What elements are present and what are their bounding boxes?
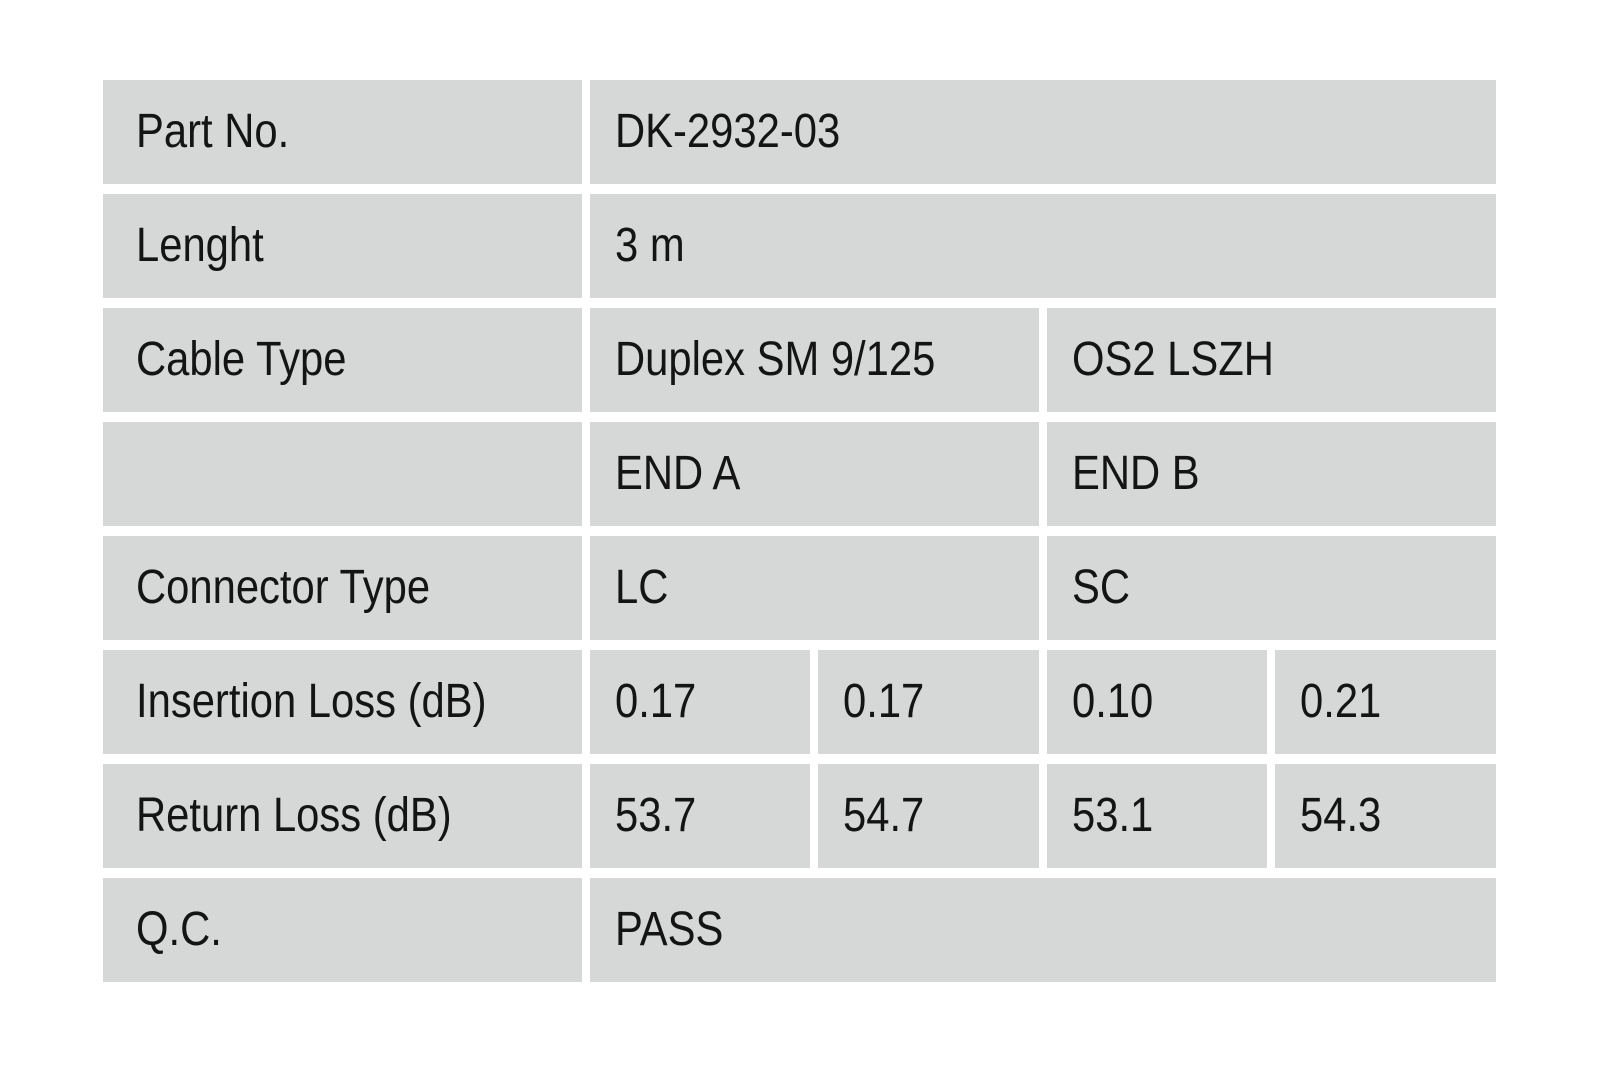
row-qc-label: Q.C. [136, 903, 222, 956]
return-loss-end-b2-cell: 54.3 [1275, 764, 1496, 868]
insertion-loss-end-b2-cell: 0.21 [1275, 650, 1496, 754]
row-qc-label-cell: Q.C. [103, 878, 582, 982]
row-return-loss-label: Return Loss (dB) [136, 789, 452, 842]
cable-type-value-b: OS2 LSZH [1072, 333, 1274, 386]
row-cable-type-label-cell: Cable Type [103, 308, 582, 412]
qc-value: PASS [615, 903, 724, 956]
insertion-loss-end-a1: 0.17 [615, 675, 697, 728]
product-spec-table: Part No. DK-2932-03 Lenght 3 m Cable Typ… [103, 80, 1496, 982]
row-connector-type-label: Connector Type [136, 561, 431, 614]
end-b-header: END B [1072, 447, 1200, 500]
cable-type-value-cell-a: Duplex SM 9/125 [590, 308, 1039, 412]
connector-type-value-b: SC [1072, 561, 1131, 614]
return-loss-end-a1: 53.7 [615, 789, 697, 842]
row-length-label-cell: Lenght [103, 194, 582, 298]
end-a-header: END A [615, 447, 741, 500]
cable-type-value-cell-b: OS2 LSZH [1047, 308, 1496, 412]
end-b-header-cell: END B [1047, 422, 1496, 526]
insertion-loss-end-b2: 0.21 [1300, 675, 1382, 728]
row-part-no-label-cell: Part No. [103, 80, 582, 184]
row-connector-type-label-cell: Connector Type [103, 536, 582, 640]
return-loss-end-b2: 54.3 [1300, 789, 1382, 842]
row-return-loss-label-cell: Return Loss (dB) [103, 764, 582, 868]
insertion-loss-end-a1-cell: 0.17 [590, 650, 810, 754]
connector-type-value-cell-a: LC [590, 536, 1039, 640]
return-loss-end-a2-cell: 54.7 [818, 764, 1039, 868]
row-part-no-value-cell: DK-2932-03 [590, 80, 1496, 184]
insertion-loss-end-b1: 0.10 [1072, 675, 1154, 728]
connector-type-value-a: LC [615, 561, 669, 614]
return-loss-end-b1-cell: 53.1 [1047, 764, 1267, 868]
row-cable-type-label: Cable Type [136, 333, 347, 386]
return-loss-end-b1: 53.1 [1072, 789, 1154, 842]
part-no-value: DK-2932-03 [615, 105, 841, 158]
end-a-header-cell: END A [590, 422, 1039, 526]
row-insertion-loss-label: Insertion Loss (dB) [136, 675, 487, 728]
insertion-loss-end-b1-cell: 0.10 [1047, 650, 1267, 754]
return-loss-end-a1-cell: 53.7 [590, 764, 810, 868]
row-length-label: Lenght [136, 219, 264, 272]
row-insertion-loss-label-cell: Insertion Loss (dB) [103, 650, 582, 754]
cable-type-value-a: Duplex SM 9/125 [615, 333, 936, 386]
qc-value-cell: PASS [590, 878, 1496, 982]
row-part-no-label: Part No. [136, 105, 290, 158]
length-value: 3 m [615, 219, 685, 272]
connector-type-value-cell-b: SC [1047, 536, 1496, 640]
return-loss-end-a2: 54.7 [843, 789, 925, 842]
row-ends-empty-label-cell [103, 422, 582, 526]
insertion-loss-end-a2: 0.17 [843, 675, 925, 728]
row-length-value-cell: 3 m [590, 194, 1496, 298]
insertion-loss-end-a2-cell: 0.17 [818, 650, 1039, 754]
